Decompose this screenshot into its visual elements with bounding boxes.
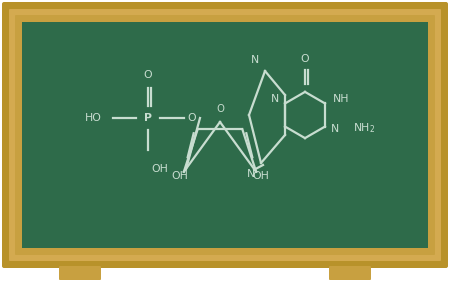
- Text: HO: HO: [85, 113, 101, 123]
- Text: O: O: [216, 104, 224, 114]
- FancyBboxPatch shape: [22, 22, 428, 248]
- FancyBboxPatch shape: [15, 15, 435, 255]
- Text: O: O: [188, 113, 196, 123]
- Text: N: N: [271, 94, 279, 105]
- Text: N: N: [251, 55, 259, 65]
- FancyBboxPatch shape: [329, 266, 371, 280]
- Text: OH: OH: [151, 164, 168, 174]
- Text: O: O: [301, 54, 309, 64]
- FancyBboxPatch shape: [2, 2, 448, 268]
- Text: N: N: [247, 169, 255, 179]
- Text: NH: NH: [333, 94, 350, 105]
- Text: N: N: [331, 124, 339, 133]
- Text: OH: OH: [171, 171, 188, 181]
- FancyBboxPatch shape: [59, 266, 101, 280]
- Text: OH: OH: [252, 171, 269, 181]
- Text: NH$_2$: NH$_2$: [353, 122, 375, 135]
- Text: P: P: [144, 113, 152, 123]
- FancyBboxPatch shape: [9, 9, 441, 261]
- Text: O: O: [144, 70, 152, 80]
